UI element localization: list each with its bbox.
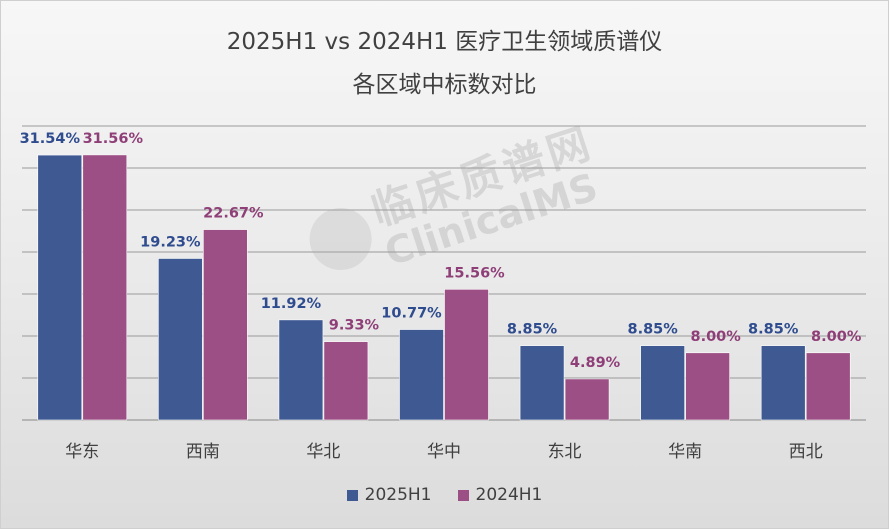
data-label: 8.85% (627, 322, 678, 338)
legend-swatch-2025h1 (346, 489, 358, 501)
data-label: 4.89% (570, 355, 621, 371)
x-tick-label: 华中 (427, 442, 461, 462)
chart-subtitle: 各区域中标数对比 (352, 72, 537, 98)
data-label: 8.00% (811, 329, 862, 345)
x-tick-label: 西南 (186, 442, 220, 462)
bar-2025H1-0 (37, 154, 83, 421)
bar-2025H1-2 (278, 319, 324, 421)
bar-2025H1-1 (158, 258, 203, 421)
legend-item-2025h1: 2025H1 (346, 485, 432, 505)
legend-label-2025h1: 2025H1 (364, 485, 432, 505)
legend-swatch-2024h1 (457, 489, 469, 501)
bar-2024H1-3 (444, 288, 489, 421)
data-label: 15.56% (444, 265, 505, 281)
bar-2024H1-2 (323, 341, 369, 421)
bar-2025H1-5 (640, 345, 685, 421)
x-tick-label: 西北 (789, 442, 823, 462)
data-label: 11.92% (261, 296, 322, 312)
chart-legend: 2025H1 2024H1 (0, 485, 889, 505)
x-tick-label: 东北 (548, 442, 582, 462)
x-tick-label: 华东 (65, 442, 99, 462)
x-tick-label: 华北 (306, 442, 340, 462)
bar-2024H1-5 (685, 352, 730, 421)
legend-item-2024h1: 2024H1 (457, 485, 543, 505)
data-label: 19.23% (140, 234, 201, 250)
bar-2024H1-0 (82, 154, 128, 421)
data-label: 9.33% (329, 318, 380, 334)
bar-2025H1-4 (519, 345, 565, 421)
x-tick-label: 华南 (668, 442, 702, 462)
bar-2025H1-3 (399, 329, 444, 421)
data-label: 31.56% (83, 131, 144, 147)
data-label: 8.85% (748, 322, 799, 338)
data-label: 22.67% (203, 206, 264, 222)
legend-label-2024h1: 2024H1 (475, 485, 543, 505)
bar-2024H1-6 (805, 352, 851, 421)
data-label: 10.77% (381, 306, 442, 322)
data-label: 8.85% (507, 322, 558, 338)
bar-2025H1-6 (760, 345, 806, 421)
data-label: 31.54% (20, 131, 81, 147)
data-label: 8.00% (690, 329, 741, 345)
bar-2024H1-1 (203, 229, 248, 421)
chart-title: 2025H1 vs 2024H1 医疗卫生领域质谱仪 (226, 29, 663, 55)
bar-2024H1-4 (564, 378, 610, 421)
